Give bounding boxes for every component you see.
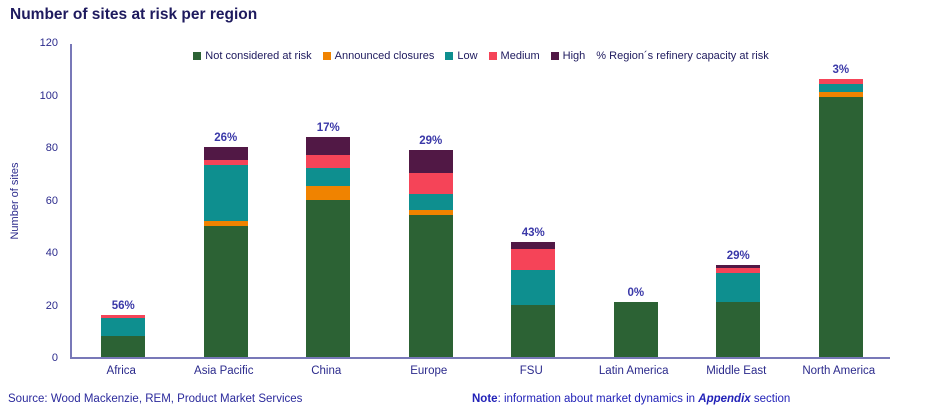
bar-north-america [818, 78, 863, 357]
bar-segment-announced-closures [818, 91, 863, 98]
legend-label: Announced closures [334, 50, 435, 62]
bar-segment-high [306, 136, 351, 155]
bar-asia-pacific [203, 147, 248, 357]
y-axis-ticks: 0 20 40 60 80 100 120 [22, 37, 62, 364]
bar-segment-medium [203, 160, 248, 166]
legend-item: Not considered at risk [193, 50, 312, 62]
bar-segment-medium [818, 78, 863, 84]
legend-item: Announced closures [322, 50, 435, 62]
y-tick-label: 100 [39, 89, 58, 102]
y-tick-label: 20 [45, 299, 58, 312]
bar-segment-not-considered-at-risk [408, 215, 453, 357]
bar-segment-not-considered-at-risk [613, 301, 658, 357]
bar-segment-low [716, 273, 761, 302]
y-tick-label: 0 [51, 352, 58, 364]
y-tick-label: 40 [45, 247, 58, 259]
capacity-at-risk-label: 43% [521, 226, 545, 239]
note-text: Note: information about market dynamics … [472, 393, 790, 405]
capacity-at-risk-label: 56% [111, 300, 135, 312]
chart-legend: Not considered at risk Announced closures… [72, 50, 890, 62]
bar-latin-america [613, 301, 658, 357]
capacity-at-risk-label: 26% [214, 132, 238, 144]
y-tick-label: 80 [45, 142, 58, 154]
source-text: Source: Wood Mackenzie, REM, Product Mar… [8, 393, 303, 405]
x-tick-label: Europe [410, 365, 448, 377]
note-mid: : information about market dynamics in [497, 393, 699, 405]
x-tick-label: Asia Pacific [194, 365, 254, 377]
bar-segment-not-considered-at-risk [511, 304, 556, 357]
y-axis-title: Number of sites [9, 162, 21, 240]
bar-fsu [511, 241, 556, 357]
plot-area: Not considered at risk Announced closures… [70, 44, 890, 359]
capacity-at-risk-label: 0% [627, 286, 645, 299]
bar-segment-medium [101, 315, 146, 318]
x-tick-label: Middle East [706, 365, 767, 377]
x-tick-label: FSU [519, 365, 543, 377]
bar-china [306, 136, 351, 357]
bar-segment-low [818, 84, 863, 92]
bar-segment-not-considered-at-risk [818, 97, 863, 357]
bar-segment-high [408, 149, 453, 174]
note-label: Note [472, 393, 498, 405]
page-title: Number of sites at risk per region [10, 6, 258, 23]
bar-segment-high [716, 265, 761, 268]
note-appendix-ref: Appendix [698, 393, 751, 405]
capacity-at-risk-label: 29% [726, 250, 750, 263]
legend-extra-text: % Region´s refinery capacity at risk [596, 50, 769, 62]
legend-swatch-icon [445, 52, 454, 60]
bar-segment-low [306, 168, 351, 187]
x-tick-label: China [311, 365, 342, 377]
y-tick-label: 60 [45, 194, 58, 207]
bar-segment-medium [306, 154, 351, 168]
bar-segment-not-considered-at-risk [306, 199, 351, 357]
legend-label: Medium [500, 50, 540, 62]
bar-africa [101, 315, 146, 357]
legend-swatch-icon [322, 52, 331, 60]
bar-segment-low [511, 270, 556, 305]
bar-segment-not-considered-at-risk [716, 301, 761, 357]
legend-swatch-icon [193, 52, 202, 60]
bar-segment-low [408, 194, 453, 210]
bar-segment-announced-closures [408, 210, 453, 216]
legend-label: High [562, 50, 586, 62]
bar-segment-announced-closures [306, 186, 351, 200]
bar-segment-medium [716, 267, 761, 273]
bar-segment-high [203, 147, 248, 161]
bar-segment-low [101, 317, 146, 336]
x-tick-label: North America [802, 365, 876, 377]
legend-swatch-icon [550, 52, 559, 60]
y-tick-label: 120 [39, 37, 58, 49]
bar-segment-not-considered-at-risk [101, 336, 146, 357]
bar-segment-low [203, 165, 248, 221]
bar-segment-high [511, 241, 556, 250]
bar-segment-not-considered-at-risk [203, 225, 248, 357]
legend-swatch-icon [488, 52, 497, 60]
capacity-at-risk-label: 3% [832, 63, 850, 76]
x-tick-label: Africa [106, 365, 136, 377]
bar-segment-medium [511, 249, 556, 271]
x-tick-label: Latin America [598, 365, 669, 377]
bar-europe [408, 149, 453, 357]
legend-item: High [550, 50, 586, 62]
legend-item: Low [445, 50, 478, 62]
bar-middle-east [716, 265, 761, 357]
note-suffix: section [750, 393, 791, 405]
legend-label: Low [457, 50, 478, 62]
capacity-at-risk-label: 29% [419, 134, 443, 147]
legend-label: Not considered at risk [205, 50, 312, 62]
legend-item: Medium [488, 50, 540, 62]
bar-segment-medium [408, 173, 453, 195]
bar-segment-announced-closures [203, 220, 248, 226]
capacity-at-risk-label: 17% [316, 121, 340, 134]
